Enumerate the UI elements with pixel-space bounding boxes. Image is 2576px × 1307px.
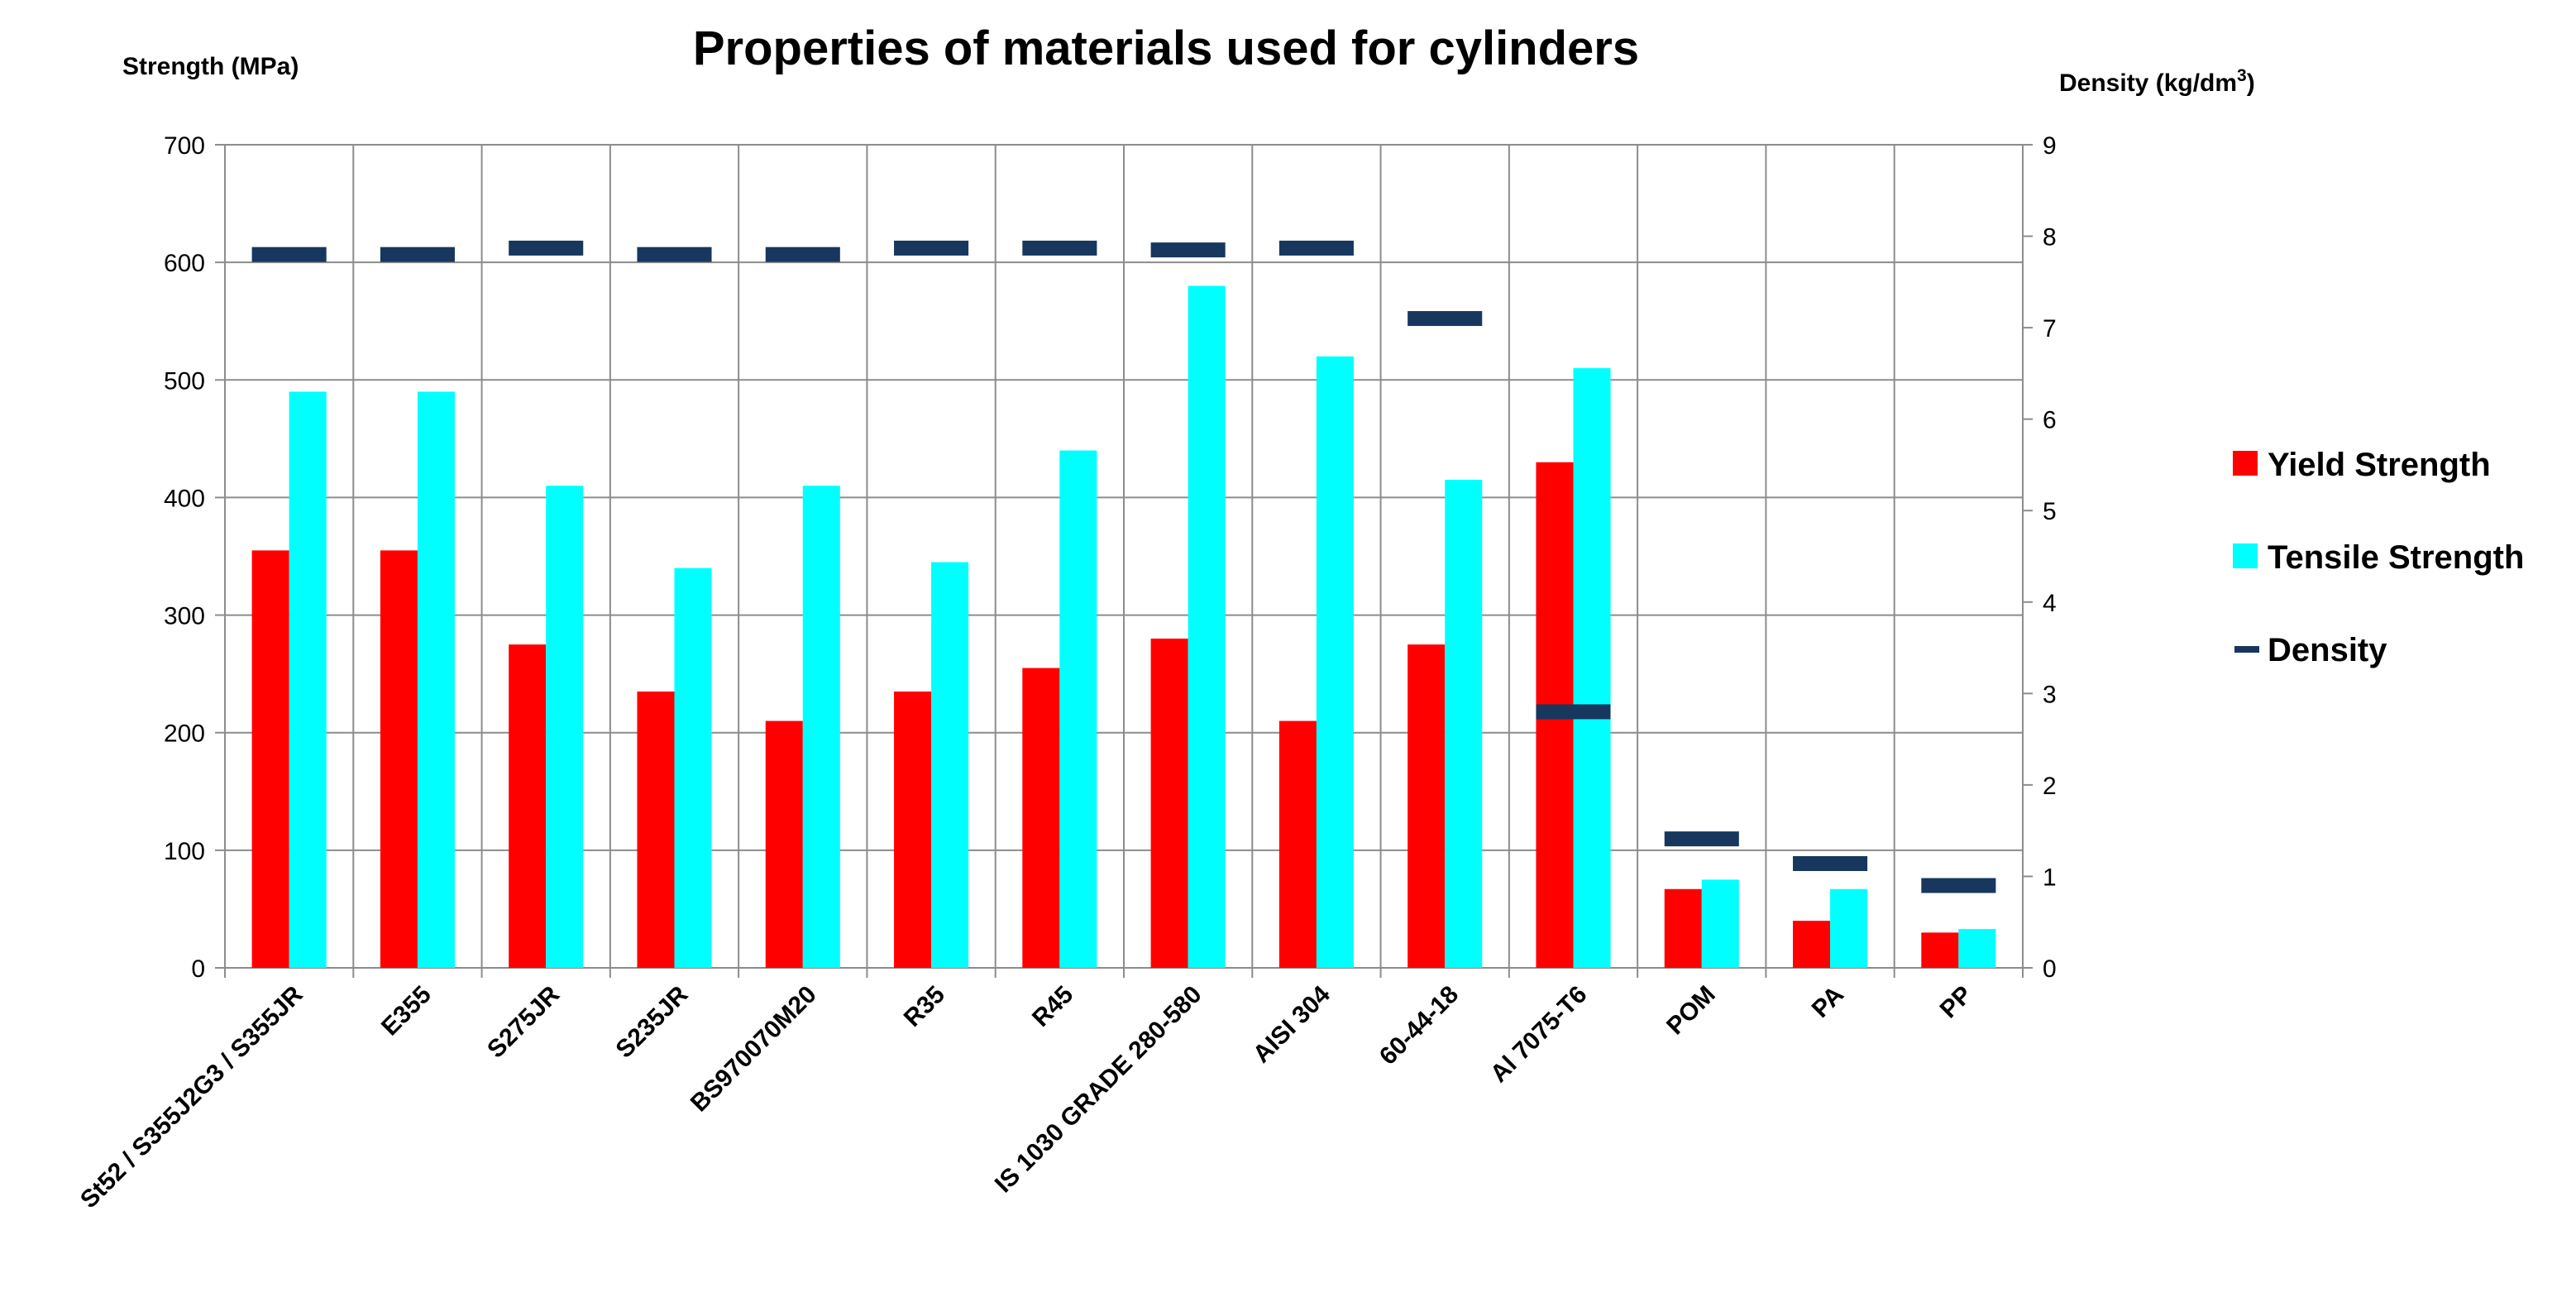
legend-swatch [2233,451,2258,476]
density-marker [509,240,584,256]
density-marker [765,247,840,262]
yield-strength-bar [1664,888,1702,968]
density-marker [1921,878,1996,893]
y-tick-label: 0 [191,955,205,983]
yield-strength-bar [251,550,289,968]
yield-strength-bar [1407,644,1446,968]
yield-strength-bar [1921,932,1959,968]
y-tick-label: 500 [164,367,205,395]
density-marker [1536,704,1611,720]
y2-axis-title: Density (kg/dm3) [2059,66,2255,97]
density-marker [1150,242,1226,258]
legend: Yield Strength Tensile Strength Density [2233,447,2524,668]
yield-strength-bar [380,550,418,968]
tensile-strength-bar [417,391,455,968]
y2-tick-label: 6 [2043,407,2057,434]
tensile-strength-bar [1059,450,1097,968]
density-marker [251,247,327,262]
y2-tick-label: 8 [2043,224,2057,251]
gridlines [225,144,2023,968]
yield-strength-bar [1278,721,1317,968]
density-markers [251,240,1996,893]
yield-strength-bar [894,691,932,968]
density-marker [637,247,712,262]
y-tick-label: 700 [164,132,205,160]
y2-tick-label: 2 [2043,773,2057,800]
yield-strength-bar [765,721,803,968]
density-marker [1793,855,1868,871]
tensile-strength-bar [674,567,712,968]
density-marker [894,240,969,256]
yield-strength-bar [1022,668,1060,968]
legend-swatch [2234,646,2259,653]
density-marker [380,247,455,262]
tensile-strength-bar [1445,480,1483,968]
density-marker [1407,311,1483,327]
tensile-strength-bar [1316,356,1354,968]
density-marker [1278,240,1354,256]
tensile-strength-bar [1830,888,1868,968]
y2-tick-label: 3 [2043,681,2057,708]
y2-tick-label: 9 [2043,132,2057,160]
density-marker [1664,831,1739,847]
tensile-strength-bar [289,391,327,968]
y-tick-label: 400 [164,485,205,512]
y-tick-label: 300 [164,603,205,630]
legend-swatch [2233,543,2258,568]
tick-labels: 0 100 200 300 400 500 600 700 0 1 2 3 4 5 6 7 8 9 [164,132,2057,983]
y2-tick-label: 5 [2043,498,2057,525]
yield-strength-bar [509,644,547,968]
tensile-strength-bar [1701,879,1739,968]
legend-label: Yield Strength [2268,447,2491,483]
legend-label: Density [2268,632,2387,668]
y2-tick-label: 1 [2043,864,2057,891]
y-tick-label: 600 [164,250,205,277]
y-tick-label: 200 [164,721,205,748]
y2-tick-label: 4 [2043,590,2057,617]
legend-label: Tensile Strength [2268,539,2524,576]
y2-tick-label: 0 [2043,955,2057,983]
tensile-strength-bar [1573,368,1611,969]
chart-title: Properties of materials used for cylinde… [693,22,1639,75]
tensile-strength-bar [931,562,969,968]
tensile-strength-bar [802,486,840,968]
yield-strength-bar [1793,921,1831,968]
y-axis-title: Strength (MPa) [122,53,299,80]
density-marker [1022,240,1097,256]
yield-strength-bar [1150,639,1188,968]
yield-strength-bar [637,691,675,968]
tensile-strength-bar [1188,285,1226,969]
y-tick-label: 100 [164,838,205,865]
tensile-strength-bar [546,486,584,968]
y2-tick-label: 7 [2043,315,2057,342]
tensile-strength-bar [1958,929,1996,968]
